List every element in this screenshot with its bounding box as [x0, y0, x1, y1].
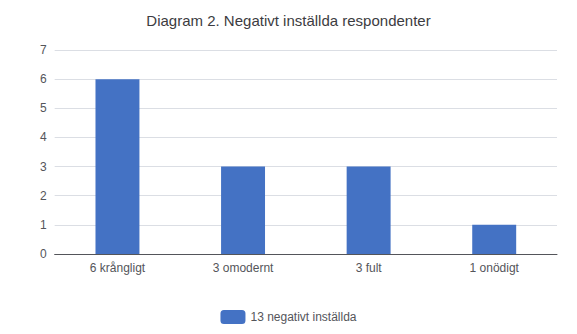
svg-text:13 negativt inställda: 13 negativt inställda — [250, 310, 356, 324]
svg-text:6: 6 — [40, 72, 47, 86]
svg-text:7: 7 — [40, 43, 47, 57]
svg-text:4: 4 — [40, 130, 47, 144]
svg-text:1 onödigt: 1 onödigt — [470, 261, 520, 275]
svg-text:3 omodernt: 3 omodernt — [213, 261, 274, 275]
svg-text:3: 3 — [40, 160, 47, 174]
svg-text:3 fult: 3 fult — [356, 261, 383, 275]
svg-text:6 krångligt: 6 krångligt — [90, 261, 146, 275]
svg-text:5: 5 — [40, 101, 47, 115]
svg-text:Diagram 2. Negativt inställda: Diagram 2. Negativt inställda respondent… — [146, 12, 430, 29]
svg-text:1: 1 — [40, 218, 47, 232]
svg-text:0: 0 — [40, 247, 47, 261]
svg-text:2: 2 — [40, 189, 47, 203]
